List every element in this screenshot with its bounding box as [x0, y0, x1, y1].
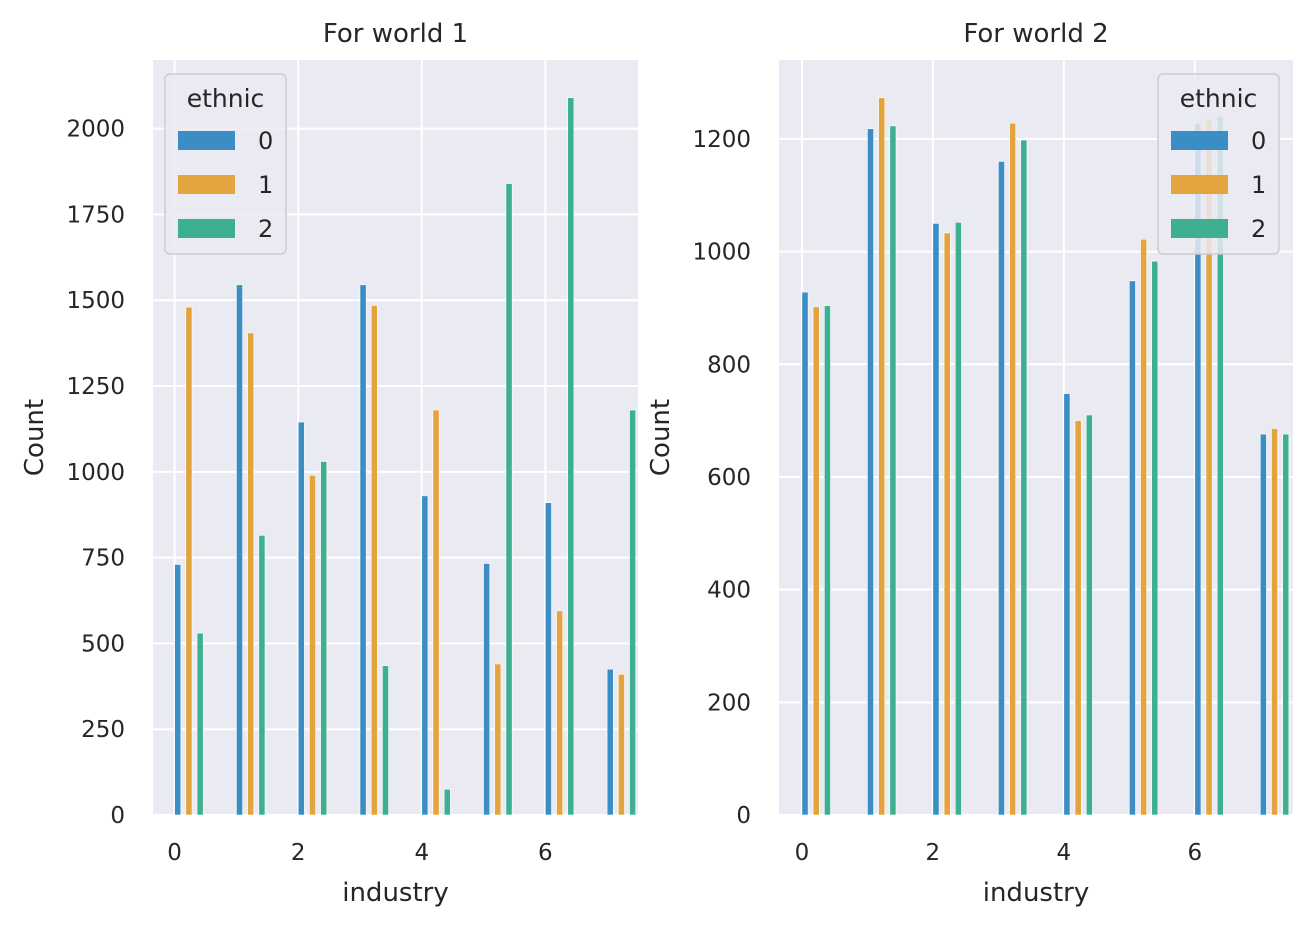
bar-series-1-cat-7 [618, 673, 625, 816]
bar-series-0-cat-5 [1129, 280, 1136, 816]
bar-series-0-cat-4 [1063, 393, 1071, 816]
bar-series-0-cat-3 [998, 161, 1005, 816]
y-tick-label: 800 [707, 352, 751, 378]
bar-series-2-cat-3 [382, 665, 389, 816]
x-tick-label: 2 [926, 840, 941, 866]
legend: ethnic 0 1 2 [164, 73, 287, 255]
x-tick-label: 4 [1057, 840, 1072, 866]
y-tick-label: 750 [81, 546, 125, 572]
x-tick-label: 4 [414, 840, 429, 866]
bar-series-0-cat-0 [801, 291, 809, 816]
bar-series-2-cat-7 [629, 409, 637, 816]
x-tick-label: 0 [795, 840, 810, 866]
bar-series-1-cat-0 [812, 306, 820, 816]
x-axis-label: industry [342, 878, 449, 908]
bar-series-0-cat-6 [545, 502, 552, 816]
x-tick-label: 6 [1187, 840, 1202, 866]
bar-series-2-cat-0 [196, 632, 204, 816]
bar-series-1-cat-1 [247, 332, 255, 816]
legend-label-1: 1 [258, 171, 273, 199]
bar-series-2-cat-6 [567, 97, 575, 816]
bar-series-1-cat-0 [185, 306, 193, 816]
bar-series-2-cat-4 [1085, 414, 1093, 816]
bar-series-0-cat-1 [867, 128, 874, 816]
bar-series-0-cat-2 [932, 223, 940, 816]
bar-series-0-cat-7 [1259, 433, 1267, 816]
legend-label-0: 0 [258, 127, 273, 155]
y-tick-label: 2000 [66, 117, 125, 143]
bar-series-0-cat-5 [483, 563, 491, 816]
legend-swatch-1 [178, 175, 235, 194]
legend: ethnic 0 1 2 [1157, 73, 1280, 255]
legend-label-1: 1 [1251, 171, 1266, 199]
bar-series-1-cat-2 [943, 232, 951, 816]
legend-swatch-1 [1171, 175, 1228, 194]
legend-label-2: 2 [258, 215, 273, 243]
bar-series-0-cat-4 [421, 495, 429, 816]
x-tick-label: 2 [291, 840, 306, 866]
y-tick-label: 1500 [66, 288, 125, 314]
bar-series-1-cat-4 [1074, 420, 1082, 816]
bar-series-1-cat-1 [878, 97, 886, 816]
bar-series-2-cat-7 [1282, 433, 1290, 816]
legend-swatch-0 [1171, 131, 1228, 150]
legend-title: ethnic [1180, 84, 1258, 113]
y-tick-label: 1250 [66, 374, 125, 400]
y-tick-label: 200 [707, 690, 751, 716]
bar-series-1-cat-3 [1009, 122, 1017, 816]
legend-frame [164, 73, 287, 255]
x-tick-label: 0 [167, 840, 182, 866]
bar-series-0-cat-3 [359, 284, 367, 816]
y-axis-label: Count [646, 399, 676, 476]
bar-series-0-cat-7 [606, 668, 614, 816]
legend-frame [1157, 73, 1280, 255]
bar-series-2-cat-3 [1020, 139, 1028, 816]
bar-series-0-cat-1 [236, 284, 243, 816]
bar-series-1-cat-2 [309, 474, 316, 816]
bar-series-2-cat-1 [258, 535, 266, 816]
legend-label-2: 2 [1251, 215, 1266, 243]
bar-series-2-cat-4 [443, 788, 451, 816]
x-axis-label: industry [983, 878, 1090, 908]
bar-series-2-cat-0 [824, 305, 831, 816]
y-tick-label: 400 [707, 578, 751, 604]
bar-series-2-cat-1 [889, 125, 897, 816]
bar-series-0-cat-0 [174, 564, 182, 816]
legend-swatch-2 [178, 219, 235, 238]
legend-swatch-0 [178, 131, 235, 150]
bar-series-1-cat-6 [556, 610, 564, 816]
bar-series-1-cat-7 [1271, 428, 1278, 816]
subplot-1: 0 250 500 750 1000 1250 1500 1750 2000 0 2 4 6 For wo… [20, 19, 638, 908]
bar-series-2-cat-2 [320, 461, 328, 816]
bar-series-2-cat-5 [505, 183, 513, 816]
y-tick-label: 0 [736, 803, 751, 829]
bar-series-1-cat-4 [432, 409, 440, 816]
legend-label-0: 0 [1251, 127, 1266, 155]
y-tick-label: 500 [81, 631, 125, 657]
x-tick-label: 6 [538, 840, 553, 866]
chart-title: For world 1 [323, 19, 468, 49]
y-tick-label: 1750 [66, 202, 125, 228]
y-tick-label: 250 [81, 717, 125, 743]
y-tick-label: 1000 [692, 240, 751, 266]
bar-series-1-cat-5 [1140, 238, 1148, 816]
subplot-2: 0 200 400 600 800 1000 1200 0 2 4 6 For world 2 indu… [646, 19, 1293, 908]
bar-series-0-cat-2 [297, 421, 305, 816]
bar-series-1-cat-3 [370, 305, 378, 816]
bar-series-2-cat-2 [954, 221, 962, 816]
y-axis-label: Count [20, 399, 50, 476]
legend-title: ethnic [187, 84, 265, 113]
y-tick-label: 0 [110, 803, 125, 829]
bar-series-1-cat-5 [494, 663, 502, 816]
legend-swatch-2 [1171, 219, 1228, 238]
y-tick-label: 600 [707, 465, 751, 491]
y-tick-label: 1200 [692, 127, 751, 153]
chart-title: For world 2 [963, 19, 1108, 49]
y-tick-label: 1000 [66, 460, 125, 486]
bar-series-2-cat-5 [1151, 260, 1159, 816]
